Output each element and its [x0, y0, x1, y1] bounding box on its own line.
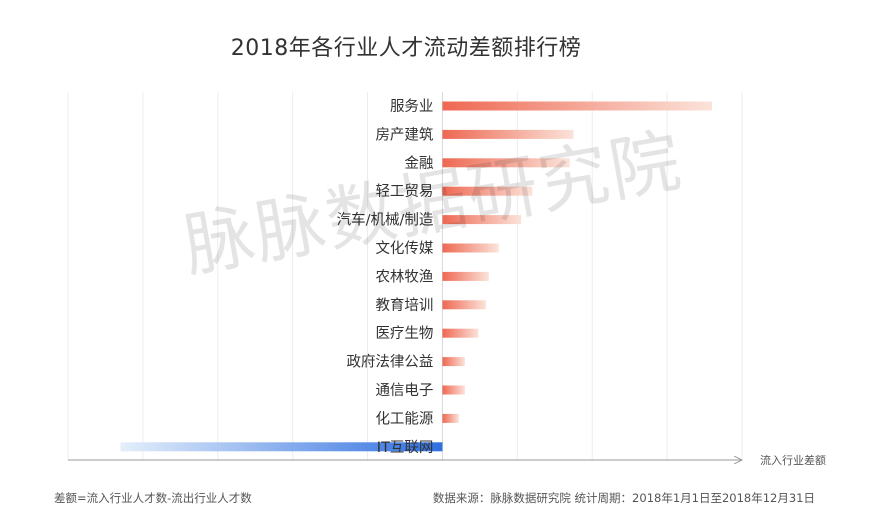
bar-4	[442, 186, 533, 196]
category-label-1: 服务业	[390, 98, 434, 115]
category-labels: 服务业房产建筑金融轻工贸易汽车/机械/制造文化传媒农林牧渔教育培训医疗生物政府法…	[337, 98, 434, 456]
x-axis-label: 流入行业差额	[760, 453, 826, 467]
chart-title: 2018年各行业人才流动差额排行榜	[230, 36, 582, 61]
category-label-3: 金融	[404, 155, 433, 172]
bar-13	[120, 442, 443, 452]
footnote-formula: 差额=流入行业人才数-流出行业人才数	[54, 491, 252, 505]
bar-10	[442, 357, 465, 367]
bar-5	[442, 215, 522, 225]
bar-8	[442, 300, 486, 310]
category-label-7: 农林牧渔	[375, 268, 433, 285]
category-label-8: 教育培训	[375, 297, 433, 314]
bar-6	[442, 243, 499, 253]
category-label-9: 医疗生物	[375, 325, 433, 342]
category-label-13: IT互联网	[377, 439, 434, 456]
bar-1	[442, 101, 713, 111]
bar-12	[442, 413, 459, 423]
category-label-6: 文化传媒	[375, 240, 433, 257]
category-label-4: 轻工贸易	[375, 183, 433, 200]
category-label-11: 通信电子	[375, 382, 433, 399]
footnote-source: 数据来源：脉脉数据研究院 统计周期：2018年1月1日至2018年12月31日	[432, 491, 815, 505]
bar-9	[442, 328, 479, 338]
category-label-2: 房产建筑	[375, 126, 433, 143]
bar-3	[442, 158, 570, 168]
category-label-10: 政府法律公益	[346, 354, 433, 371]
category-label-12: 化工能源	[375, 410, 433, 427]
bar-2	[442, 129, 574, 139]
bar-11	[442, 385, 465, 395]
category-label-5: 汽车/机械/制造	[337, 212, 434, 229]
bar-7	[442, 271, 489, 281]
bars	[120, 101, 713, 452]
